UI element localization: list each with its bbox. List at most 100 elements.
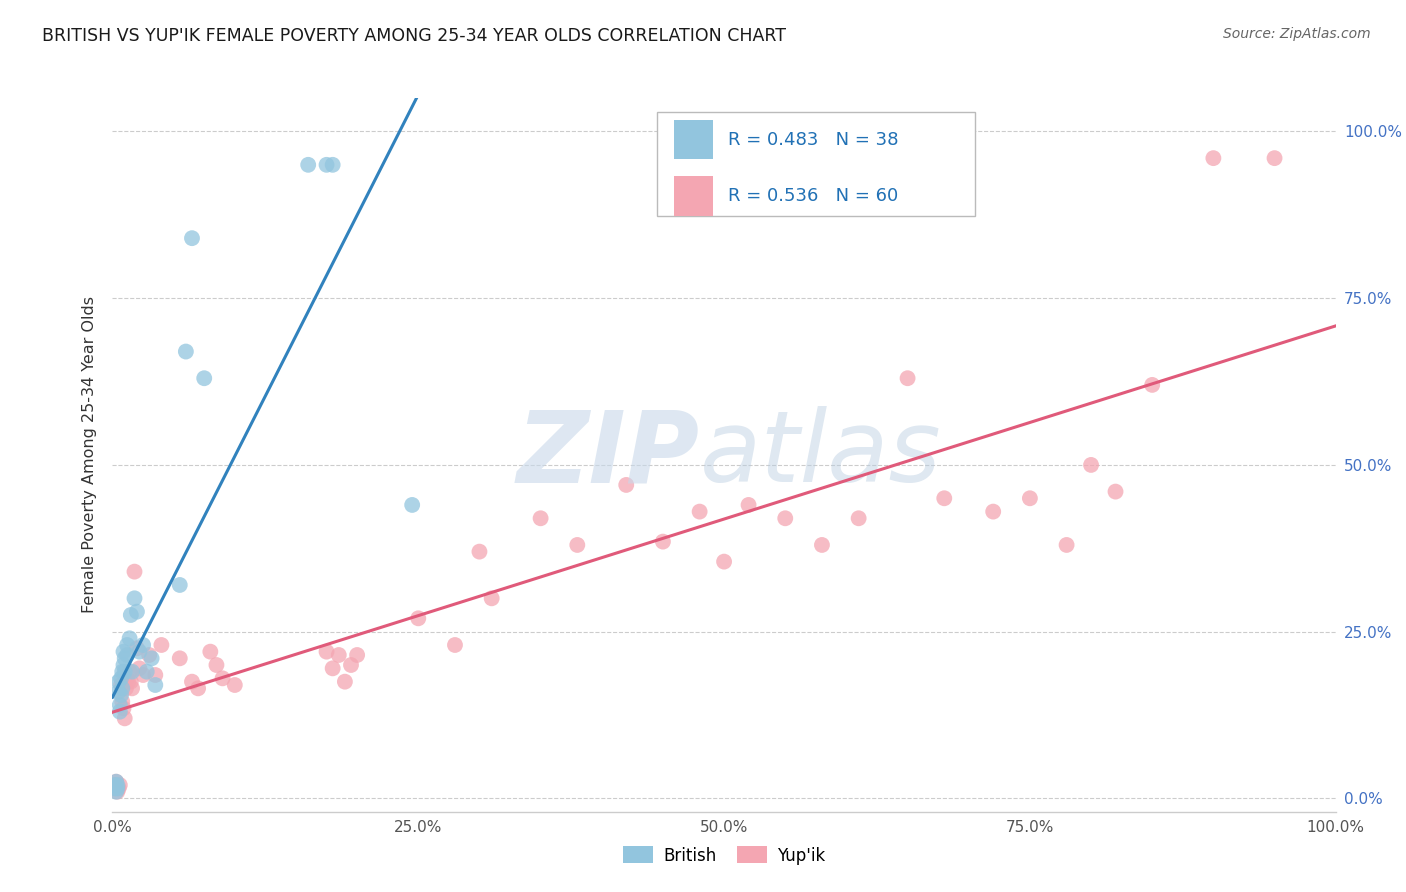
Point bbox=[114, 711, 136, 725]
Point bbox=[132, 668, 155, 682]
Point bbox=[135, 665, 157, 679]
Point bbox=[811, 538, 834, 552]
Point bbox=[125, 605, 148, 619]
Point bbox=[114, 651, 136, 665]
Point bbox=[118, 665, 141, 679]
Point bbox=[110, 671, 132, 685]
Point bbox=[187, 681, 209, 696]
Point bbox=[1080, 458, 1102, 472]
Point bbox=[118, 632, 141, 646]
Point bbox=[934, 491, 956, 506]
Point bbox=[328, 648, 350, 662]
Text: R = 0.536   N = 60: R = 0.536 N = 60 bbox=[728, 187, 898, 205]
Point bbox=[108, 705, 131, 719]
Point bbox=[315, 158, 337, 172]
Point bbox=[1104, 484, 1126, 499]
Point bbox=[181, 674, 204, 689]
Point bbox=[105, 774, 128, 789]
Point bbox=[121, 665, 143, 679]
Point bbox=[112, 701, 135, 715]
Point bbox=[468, 544, 491, 558]
Point bbox=[111, 681, 134, 696]
Text: atlas: atlas bbox=[700, 407, 941, 503]
Point bbox=[121, 681, 143, 696]
Point bbox=[848, 511, 870, 525]
Point bbox=[181, 231, 204, 245]
Point bbox=[115, 681, 138, 696]
Point bbox=[105, 781, 128, 796]
Point bbox=[315, 645, 337, 659]
FancyBboxPatch shape bbox=[673, 120, 713, 159]
Point bbox=[205, 658, 228, 673]
Point bbox=[115, 671, 138, 685]
Point bbox=[169, 578, 191, 592]
Point bbox=[169, 651, 191, 665]
Point bbox=[104, 781, 127, 796]
Point bbox=[132, 638, 155, 652]
Point bbox=[401, 498, 423, 512]
Point bbox=[1056, 538, 1078, 552]
Point bbox=[110, 688, 132, 702]
Point bbox=[981, 505, 1004, 519]
Point bbox=[120, 674, 142, 689]
Point bbox=[115, 638, 138, 652]
Point bbox=[108, 778, 131, 792]
Point bbox=[481, 591, 503, 606]
Point bbox=[120, 607, 142, 622]
Point bbox=[107, 674, 129, 689]
Point bbox=[897, 371, 920, 385]
Point bbox=[138, 648, 160, 662]
Point bbox=[115, 648, 138, 662]
Text: BRITISH VS YUP'IK FEMALE POVERTY AMONG 25-34 YEAR OLDS CORRELATION CHART: BRITISH VS YUP'IK FEMALE POVERTY AMONG 2… bbox=[42, 27, 786, 45]
FancyBboxPatch shape bbox=[673, 177, 713, 216]
Point bbox=[141, 651, 163, 665]
Point bbox=[128, 645, 150, 659]
Point bbox=[713, 555, 735, 569]
Point bbox=[110, 678, 132, 692]
Point bbox=[224, 678, 246, 692]
Point bbox=[104, 781, 127, 796]
Point bbox=[775, 511, 797, 525]
Point bbox=[112, 645, 135, 659]
Point bbox=[117, 674, 139, 689]
Point bbox=[346, 648, 368, 662]
FancyBboxPatch shape bbox=[657, 112, 974, 216]
Point bbox=[567, 538, 589, 552]
Point bbox=[105, 785, 128, 799]
Point bbox=[211, 671, 233, 685]
Point bbox=[124, 565, 146, 579]
Point bbox=[150, 638, 173, 652]
Point bbox=[614, 478, 637, 492]
Point bbox=[333, 674, 356, 689]
Point bbox=[107, 684, 129, 698]
Point bbox=[322, 158, 344, 172]
Point bbox=[124, 591, 146, 606]
Point bbox=[1264, 151, 1286, 165]
Point bbox=[408, 611, 430, 625]
Point bbox=[143, 678, 166, 692]
Point bbox=[107, 781, 129, 796]
Point bbox=[104, 778, 127, 792]
Point bbox=[174, 344, 197, 359]
Point bbox=[105, 778, 128, 792]
Point bbox=[103, 778, 125, 792]
Point bbox=[125, 641, 148, 656]
Y-axis label: Female Poverty Among 25-34 Year Olds: Female Poverty Among 25-34 Year Olds bbox=[82, 296, 97, 614]
Point bbox=[105, 785, 128, 799]
Point bbox=[1018, 491, 1040, 506]
Text: Source: ZipAtlas.com: Source: ZipAtlas.com bbox=[1223, 27, 1371, 41]
Point bbox=[111, 695, 134, 709]
Point bbox=[529, 511, 551, 525]
Point bbox=[689, 505, 711, 519]
Point bbox=[128, 661, 150, 675]
Point bbox=[193, 371, 215, 385]
Point bbox=[297, 158, 319, 172]
Text: R = 0.483   N = 38: R = 0.483 N = 38 bbox=[728, 130, 898, 148]
Text: ZIP: ZIP bbox=[516, 407, 700, 503]
Point bbox=[737, 498, 759, 512]
Point bbox=[340, 658, 363, 673]
Point bbox=[200, 645, 222, 659]
Point bbox=[652, 534, 675, 549]
Point bbox=[105, 774, 128, 789]
Point bbox=[1142, 377, 1164, 392]
